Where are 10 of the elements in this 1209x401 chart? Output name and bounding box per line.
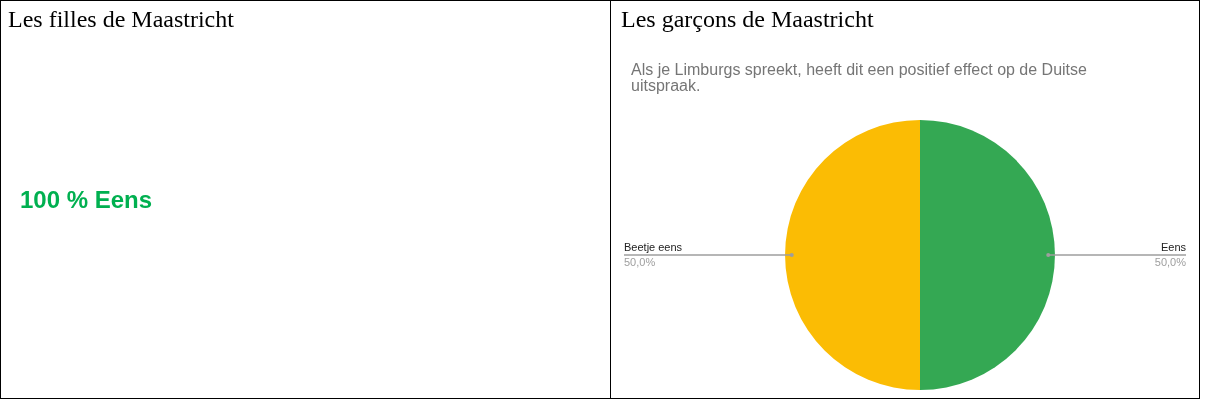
data-label: 50,0% xyxy=(1154,256,1187,268)
pie-slice xyxy=(785,120,920,390)
pie-slice xyxy=(920,120,1055,390)
chart-title: Les garçons de Maastricht xyxy=(621,6,874,33)
chart-subtitle: Als je Limburgs spreekt, heeft dit een positief effect op de Duitse uitspraak. xyxy=(631,61,1088,94)
slice-label: Beetje eens xyxy=(624,241,683,253)
slice-label: Eens xyxy=(1160,241,1187,253)
data-label: 50,0% xyxy=(624,256,656,268)
text: 100 % Eens xyxy=(20,186,153,214)
text: Les filles de Maastricht xyxy=(8,6,234,33)
